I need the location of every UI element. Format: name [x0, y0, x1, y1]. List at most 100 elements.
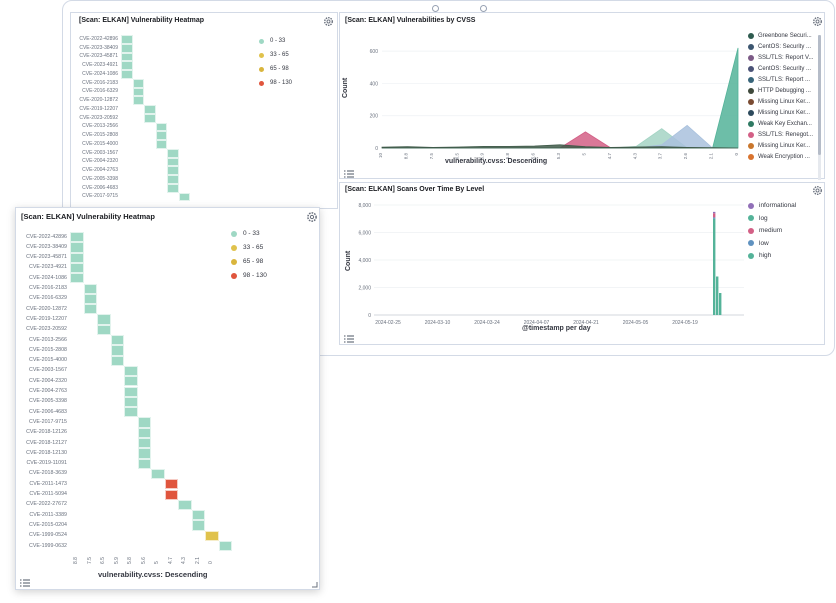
heatmap-cell: [124, 376, 138, 387]
cvss-legend-item[interactable]: Missing Linux Ker...: [748, 99, 810, 105]
legend-label: CentOS: Security ...: [758, 44, 812, 50]
scans-x-tick: 2024-04-21: [573, 320, 599, 326]
legend-label: Weak Encryption ...: [758, 154, 810, 160]
heatmap-cell: [124, 396, 138, 408]
heatmap-row-label: CVE-2023-4921: [82, 62, 118, 69]
frame-dot-right: [480, 5, 487, 12]
heatmap-x-tick: 5.6: [140, 557, 147, 564]
heatmap-cell: [218, 541, 232, 552]
legend-toggle-icon[interactable]: [343, 334, 355, 344]
cvss-legend-item[interactable]: Weak Key Exchan...: [748, 121, 812, 127]
legend-item[interactable]: 98 - 130: [231, 272, 267, 279]
legend-item[interactable]: 33 - 65: [259, 52, 289, 58]
scans-y-tick: 8,000: [358, 203, 371, 209]
legend-dot: [748, 132, 754, 138]
scans-legend-item[interactable]: high: [748, 252, 771, 259]
heatmap-cell: [121, 43, 133, 53]
cvss-y-tick: 400: [370, 81, 379, 87]
legend-dot: [231, 244, 237, 251]
heatmap-row-label: CVE-2016-2183: [29, 285, 67, 291]
legend-item[interactable]: 0 - 33: [231, 230, 260, 237]
gear-icon[interactable]: [323, 16, 334, 27]
heatmap-row-label: CVE-2004-2763: [82, 167, 118, 174]
heatmap-cell: [164, 489, 178, 500]
scans-legend-item[interactable]: low: [748, 240, 769, 247]
heatmap-cell: [137, 448, 151, 459]
heatmap-cell: [167, 166, 179, 175]
legend-label: SSL/TLS: Report V...: [758, 55, 814, 61]
legend-label: Missing Linux Ker...: [758, 110, 811, 116]
scans-x-tick: 2024-02-25: [375, 320, 401, 326]
cvss-legend-item[interactable]: CentOS: Security ...: [748, 44, 811, 50]
resize-handle-icon[interactable]: [311, 581, 318, 588]
cvss-legend-item[interactable]: CentOS: Security ...: [748, 66, 811, 72]
scans-bar-chart: 0 2,000 4,000 6,000 8,000 2024-02-25 2024-03-1…: [358, 203, 744, 326]
cvss-legend-item[interactable]: HTTP Debugging ...: [748, 88, 811, 94]
gear-icon[interactable]: [306, 211, 318, 223]
heatmap-row-label: CVE-2019-12207: [26, 315, 67, 322]
legend-item[interactable]: 65 - 98: [231, 258, 263, 265]
heatmap-row-label: CVE-2018-3639: [29, 470, 67, 477]
cvss-legend-item[interactable]: SSL/TLS: Report ...: [748, 77, 810, 83]
legend-toggle-icon[interactable]: [19, 578, 31, 588]
heatmap-row-label: CVE-2003-1567: [29, 367, 67, 374]
legend-toggle-icon[interactable]: [343, 169, 355, 179]
cvss-area-chart: 0 200 400 600 10 8.8 7.5 6.5 5.9 5.8 5.6 5.3 5 4.7 4.3…: [370, 47, 739, 160]
heatmap-row-label: CVE-2015-0204: [29, 521, 67, 528]
heatmap-row-label: CVE-2023-20592: [26, 326, 67, 333]
heatmap-row-label: CVE-2023-45871: [26, 254, 67, 261]
legend-dot: [259, 38, 264, 44]
heatmap-row-label: CVE-2005-3398: [82, 175, 118, 182]
heatmap-cell: [121, 52, 133, 62]
scans-legend-item[interactable]: medium: [748, 227, 782, 234]
gear-icon[interactable]: [812, 185, 823, 196]
scans-x-tick: 2024-03-24: [474, 320, 500, 326]
heatmap-cell: [70, 273, 84, 284]
heatmap-cell: [110, 335, 124, 346]
scans-bar-segment: [713, 217, 716, 219]
cvss-x-tick: 2.6: [683, 153, 688, 160]
heatmap-row-label: CVE-2015-2808: [29, 346, 67, 353]
heatmap-cell: [124, 407, 138, 418]
legend-label: 33 - 65: [243, 244, 264, 251]
heatmap-row-label: CVE-2005-3398: [29, 398, 67, 405]
cvss-x-tick: 4.7: [607, 153, 612, 160]
cvss-legend-item[interactable]: Missing Linux Ker...: [748, 110, 810, 116]
heatmap-row-label: CVE-2016-2183: [82, 79, 118, 86]
legend-dot: [748, 33, 754, 39]
legend-item[interactable]: 65 - 98: [259, 66, 289, 72]
legend-scrollbar[interactable]: [818, 35, 821, 180]
cvss-chart-title: [Scan: ELKAN] Vulnerabilities by CVSS: [345, 17, 476, 24]
heatmap-x-tick: 8.8: [73, 557, 79, 564]
legend-dot: [748, 252, 754, 259]
cvss-x-tick: 0: [734, 153, 739, 156]
scans-bar-segment: [716, 276, 719, 315]
cvss-x-tick: 7.5: [429, 153, 434, 160]
heatmap-x-tick: 5.8: [127, 557, 133, 564]
cvss-legend-item[interactable]: Weak Encryption ...: [748, 154, 810, 160]
heatmap-row-label: CVE-1999-0524: [29, 532, 67, 539]
heatmap-row-label: CVE-2015-4000: [82, 140, 118, 147]
heatmap-row-label: CVE-2017-9715: [29, 418, 67, 425]
heatmap-x-tick: 5.9: [113, 557, 120, 564]
cvss-x-tick: 5.8: [505, 153, 510, 160]
heatmap-row-label: CVE-2006-4683: [29, 408, 67, 415]
legend-label: Greenbone Securi...: [758, 33, 812, 39]
heatmap-row-label: CVE-2023-4921: [29, 264, 67, 271]
scans-legend-item[interactable]: log: [748, 215, 768, 222]
cvss-legend-item[interactable]: SSL/TLS: Renegot...: [748, 132, 813, 138]
legend-label: 65 - 98: [270, 66, 289, 72]
gear-icon[interactable]: [812, 16, 823, 27]
legend-dot: [748, 215, 754, 221]
scans-legend-item[interactable]: informational: [748, 202, 796, 209]
cvss-x-tick: 5.9: [480, 153, 485, 160]
cvss-legend-item[interactable]: Greenbone Securi...: [748, 33, 812, 39]
cvss-legend-item[interactable]: Missing Linux Ker...: [748, 143, 810, 149]
legend-item[interactable]: 33 - 65: [231, 244, 263, 251]
heatmap-row-label: CVE-2022-42896: [79, 35, 118, 42]
legend-dot: [231, 230, 237, 237]
legend-item[interactable]: 98 - 130: [259, 80, 292, 86]
legend-item[interactable]: 0 - 33: [259, 38, 285, 44]
cvss-legend-item[interactable]: SSL/TLS: Report V...: [748, 55, 813, 61]
